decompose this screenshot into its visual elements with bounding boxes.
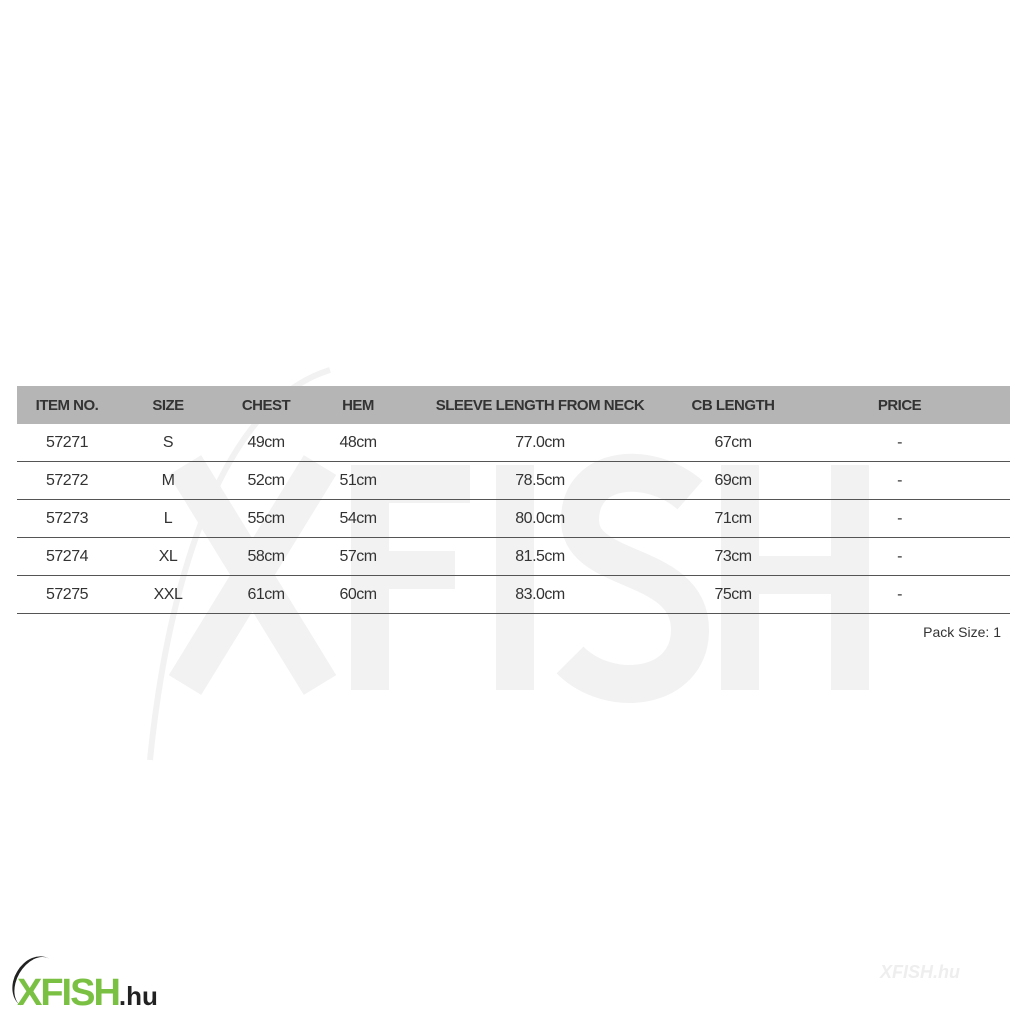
table-cell: 57275 [17,575,117,614]
table-cell: 67cm [677,424,789,462]
table-cell: - [789,537,1010,576]
table-row: 57272 M 52cm 51cm 78.5cm 69cm - [17,461,1010,500]
table-cell: 57273 [17,499,117,538]
logo-text: XFISH [17,972,121,1014]
table-cell: 51cm [313,461,403,500]
table-cell: 52cm [219,461,313,500]
size-table: ITEM NO. SIZE CHEST HEM SLEEVE LENGTH FROM N… [17,386,1010,614]
table-row: 57273 L 55cm 54cm 80.0cm 71cm - [17,499,1010,538]
table-cell: 57274 [17,537,117,576]
table-cell: 73cm [677,537,789,576]
table-cell: 83.0cm [403,575,677,614]
table-cell: 48cm [313,424,403,462]
table-cell: 58cm [219,537,313,576]
table-cell: 54cm [313,499,403,538]
table-row: 57274 XL 58cm 57cm 81.5cm 73cm - [17,537,1010,576]
column-header: ITEM NO. [17,386,117,424]
xfish-logo: XFISH.hu [17,972,158,1015]
table-cell: 75cm [677,575,789,614]
table-cell: - [789,499,1010,538]
table-cell: - [789,424,1010,462]
table-cell: 57271 [17,424,117,462]
column-header: SLEEVE LENGTH FROM NECK [403,386,677,424]
table-row: 57275 XXL 61cm 60cm 83.0cm 75cm - [17,575,1010,614]
table-cell: XXL [117,575,219,614]
table-row: 57271 S 49cm 48cm 77.0cm 67cm - [17,424,1010,462]
table-cell: 49cm [219,424,313,462]
table-cell: 60cm [313,575,403,614]
small-watermark-logo: XFISH.hu [880,962,960,982]
table-cell: 80.0cm [403,499,677,538]
logo-domain: .hu [118,981,158,1011]
table-cell: - [789,461,1010,500]
table-cell: 57cm [313,537,403,576]
table-cell: 77.0cm [403,424,677,462]
table-header-row: ITEM NO. SIZE CHEST HEM SLEEVE LENGTH FROM N… [17,386,1010,424]
table-cell: XL [117,537,219,576]
table-cell: 69cm [677,461,789,500]
table-cell: S [117,424,219,462]
table-cell: 55cm [219,499,313,538]
pack-size: Pack Size: 1 [923,624,1001,640]
table-cell: 78.5cm [403,461,677,500]
table-cell: 61cm [219,575,313,614]
table-cell: - [789,575,1010,614]
column-header: SIZE [117,386,219,424]
column-header: HEM [313,386,403,424]
column-header: CHEST [219,386,313,424]
column-header: CB LENGTH [677,386,789,424]
table-cell: 71cm [677,499,789,538]
column-header: PRICE [789,386,1010,424]
table-cell: M [117,461,219,500]
table-cell: 81.5cm [403,537,677,576]
table-cell: 57272 [17,461,117,500]
table-cell: L [117,499,219,538]
